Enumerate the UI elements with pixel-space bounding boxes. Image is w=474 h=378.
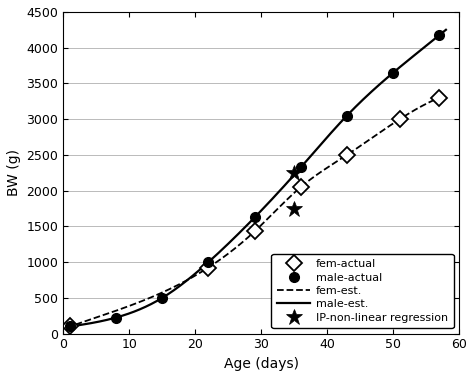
Line: male-est.: male-est. xyxy=(66,30,446,327)
fem-est. xyxy=(339,156,345,160)
male-actual xyxy=(390,70,396,75)
male-actual xyxy=(437,33,442,37)
male-est. xyxy=(64,325,69,329)
male-actual xyxy=(67,324,73,329)
Line: IP-non-linear regression: IP-non-linear regression xyxy=(286,164,302,217)
fem-actual xyxy=(437,96,442,100)
fem-actual xyxy=(67,324,73,329)
fem-est. xyxy=(337,157,343,161)
male-actual xyxy=(206,260,211,265)
fem-actual xyxy=(344,153,350,157)
fem-est. xyxy=(302,181,308,186)
fem-est. xyxy=(109,310,115,314)
fem-est. xyxy=(443,93,449,98)
fem-actual xyxy=(298,185,304,189)
male-actual xyxy=(252,215,257,220)
fem-est. xyxy=(214,260,219,264)
male-est. xyxy=(109,316,115,321)
male-est. xyxy=(337,120,343,125)
Y-axis label: BW (g): BW (g) xyxy=(7,149,21,196)
fem-actual xyxy=(397,117,402,121)
male-est. xyxy=(214,252,219,257)
male-est. xyxy=(339,118,345,123)
fem-actual xyxy=(252,229,257,234)
IP-non-linear regression xyxy=(292,170,297,175)
fem-est. xyxy=(64,325,69,330)
IP-non-linear regression xyxy=(292,206,297,211)
male-est. xyxy=(187,276,193,280)
Line: fem-actual: fem-actual xyxy=(64,92,445,332)
male-actual xyxy=(298,165,304,170)
Line: male-actual: male-actual xyxy=(65,30,444,332)
male-actual xyxy=(113,315,119,320)
male-actual xyxy=(159,296,165,300)
Line: fem-est.: fem-est. xyxy=(66,95,446,328)
fem-est. xyxy=(187,276,193,281)
male-est. xyxy=(443,28,449,32)
X-axis label: Age (days): Age (days) xyxy=(224,357,299,371)
male-actual xyxy=(344,113,350,118)
fem-actual xyxy=(206,265,211,270)
Legend: fem-actual, male-actual, fem-est., male-est., IP-non-linear regression: fem-actual, male-actual, fem-est., male-… xyxy=(272,254,454,328)
male-est. xyxy=(302,160,308,165)
